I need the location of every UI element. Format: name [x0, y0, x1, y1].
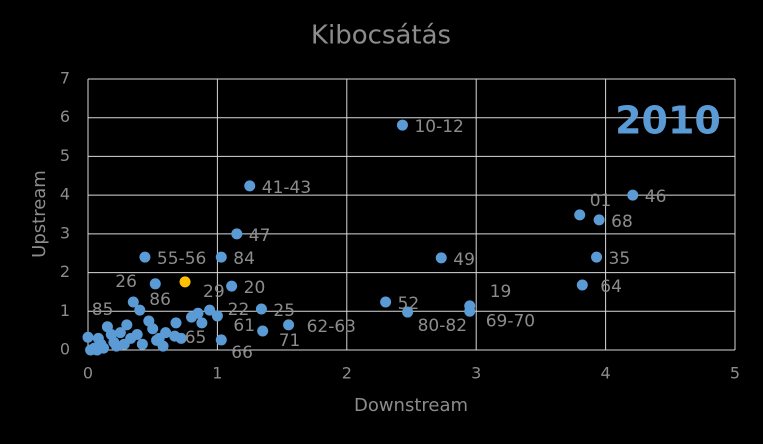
point-label: 64	[600, 277, 622, 297]
point	[576, 279, 588, 291]
annotation: 2010	[615, 99, 721, 143]
y-tick-label: 0	[60, 340, 70, 359]
point-label: 80-82	[418, 316, 467, 336]
point-label: 49	[453, 250, 475, 270]
x-tick-label: 5	[730, 364, 740, 383]
point	[627, 189, 639, 201]
y-tick-label: 5	[60, 146, 70, 165]
y-tick-label: 1	[60, 301, 70, 320]
point	[127, 296, 139, 308]
point-label: 84	[233, 249, 255, 269]
point	[435, 252, 447, 264]
point	[153, 332, 165, 344]
point-label: 20	[244, 278, 266, 298]
point-label: 65	[185, 328, 207, 348]
x-tick-label: 0	[83, 364, 93, 383]
point-label: 35	[609, 249, 631, 269]
point-label: 55-56	[157, 249, 206, 269]
point-label: 69-70	[486, 311, 535, 331]
point	[380, 296, 392, 308]
point-label: 46	[645, 187, 667, 207]
point	[283, 319, 295, 331]
point	[257, 325, 269, 337]
point	[114, 327, 126, 339]
point-label: 86	[149, 290, 171, 310]
point	[121, 319, 133, 331]
point	[464, 305, 476, 317]
point-label: 61	[233, 316, 255, 336]
point	[131, 329, 143, 341]
point	[204, 304, 216, 316]
x-axis-label: Downstream	[354, 395, 468, 416]
point-label: 68	[611, 212, 633, 232]
y-tick-label: 4	[60, 185, 70, 204]
x-tick-label: 3	[471, 364, 481, 383]
point	[231, 228, 243, 240]
point-label: 41-43	[262, 178, 311, 198]
point-label: 25	[273, 301, 295, 321]
x-tick-label: 4	[601, 364, 611, 383]
point	[211, 310, 223, 322]
point	[244, 180, 256, 192]
point	[226, 280, 238, 292]
x-tick-label: 2	[342, 364, 352, 383]
point	[147, 323, 159, 335]
point-label: 62-63	[307, 317, 356, 337]
y-axis-label: Upstream	[29, 170, 50, 258]
point	[170, 317, 182, 329]
point	[402, 306, 414, 318]
chart-title: Kibocsátás	[311, 21, 451, 51]
point-label: 85	[92, 300, 114, 320]
point	[91, 344, 103, 356]
point	[215, 334, 227, 346]
point	[396, 119, 408, 131]
point	[593, 214, 605, 226]
point	[134, 304, 146, 316]
point-label: 10-12	[414, 117, 463, 137]
point-label: 47	[249, 226, 271, 246]
point	[215, 251, 227, 263]
x-tick-label: 1	[212, 364, 222, 383]
point	[136, 338, 148, 350]
point	[591, 251, 603, 263]
y-tick-label: 7	[60, 69, 70, 88]
point	[179, 276, 191, 288]
point	[574, 209, 586, 221]
point-label: 71	[279, 331, 301, 351]
point	[255, 303, 267, 315]
point-label: 26	[115, 272, 137, 292]
point	[175, 332, 187, 344]
y-tick-label: 2	[60, 262, 70, 281]
point-label: 66	[231, 343, 253, 363]
point-label: 52	[398, 294, 420, 314]
point	[192, 307, 204, 319]
y-tick-label: 3	[60, 223, 70, 242]
point	[149, 278, 161, 290]
point-label: 19	[490, 282, 512, 302]
point-label: 22	[228, 300, 250, 320]
point	[196, 317, 208, 329]
point	[139, 251, 151, 263]
point-label: 01	[590, 191, 612, 211]
point	[82, 331, 94, 343]
point-label: 29	[203, 282, 225, 302]
y-tick-label: 6	[60, 107, 70, 126]
